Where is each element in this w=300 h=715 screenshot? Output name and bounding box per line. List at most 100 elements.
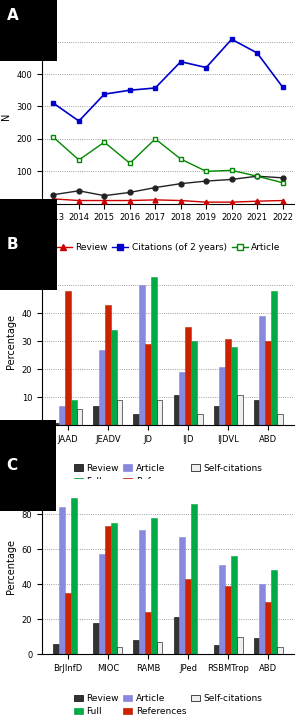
- Text: C: C: [7, 458, 18, 473]
- Bar: [59, 507, 65, 654]
- Bar: [271, 291, 277, 425]
- Bar: [145, 344, 151, 425]
- Bar: [185, 579, 191, 654]
- Citations (of 2 years): [179, 57, 182, 66]
- Bar: [225, 339, 231, 425]
- Bar: [173, 395, 179, 425]
- Line: Others: Others: [51, 174, 285, 198]
- Article: [128, 159, 132, 167]
- Others: [179, 179, 182, 188]
- Bar: [237, 636, 242, 654]
- Y-axis label: Percentage: Percentage: [6, 539, 16, 594]
- Others: [52, 190, 55, 199]
- Bar: [134, 414, 139, 425]
- Citations (of 2 years): [154, 84, 157, 92]
- Bar: [277, 414, 283, 425]
- Bar: [71, 400, 77, 425]
- Citations (of 2 years): [281, 83, 284, 92]
- Citations (of 2 years): [204, 63, 208, 72]
- Y-axis label: N: N: [1, 112, 11, 120]
- Others: [103, 192, 106, 200]
- Bar: [117, 400, 122, 425]
- Bar: [59, 406, 65, 425]
- Citations (of 2 years): [77, 117, 81, 125]
- Line: Article: Article: [51, 135, 285, 185]
- Y-axis label: Percentage: Percentage: [6, 314, 16, 369]
- Bar: [259, 316, 265, 425]
- Bar: [197, 414, 203, 425]
- Others: [128, 188, 132, 197]
- Bar: [145, 612, 151, 654]
- Bar: [94, 623, 99, 654]
- Citations (of 2 years): [255, 49, 259, 57]
- Citations (of 2 years): [52, 99, 55, 107]
- Review: [230, 198, 233, 207]
- Review: [281, 196, 284, 204]
- Bar: [117, 647, 122, 654]
- Article: [52, 133, 55, 142]
- Bar: [191, 341, 197, 425]
- Bar: [214, 646, 219, 654]
- Bar: [231, 347, 237, 425]
- Bar: [179, 373, 185, 425]
- Bar: [219, 565, 225, 654]
- Review: [52, 194, 55, 203]
- Bar: [134, 640, 139, 654]
- Bar: [259, 584, 265, 654]
- Bar: [99, 554, 105, 654]
- Bar: [237, 395, 242, 425]
- Bar: [53, 423, 59, 425]
- Review: [154, 196, 157, 204]
- Bar: [65, 593, 71, 654]
- Bar: [111, 523, 117, 654]
- Article: [179, 154, 182, 163]
- Legend: Review, Full, Article, References, Self-citations: Review, Full, Article, References, Self-…: [70, 690, 266, 715]
- Article: [230, 166, 233, 174]
- Others: [154, 183, 157, 192]
- Review: [204, 198, 208, 207]
- Bar: [157, 642, 163, 654]
- Article: [103, 138, 106, 147]
- Bar: [71, 498, 77, 654]
- Citations (of 2 years): [230, 35, 233, 44]
- Bar: [271, 570, 277, 654]
- Line: Review: Review: [51, 197, 285, 204]
- Article: [255, 172, 259, 180]
- Text: A: A: [7, 8, 19, 23]
- Review: [128, 196, 132, 204]
- Review: [103, 196, 106, 204]
- Bar: [185, 327, 191, 425]
- Bar: [53, 644, 59, 654]
- Legend: Review, Full, Article, References, Self-citations: Review, Full, Article, References, Self-…: [70, 460, 266, 490]
- Others: [204, 177, 208, 185]
- Bar: [231, 556, 237, 654]
- Bar: [225, 586, 231, 654]
- Bar: [77, 408, 82, 425]
- Bar: [65, 291, 71, 425]
- Others: [77, 187, 81, 195]
- Bar: [191, 503, 197, 654]
- Line: Citations (of 2 years): Citations (of 2 years): [51, 37, 285, 124]
- Bar: [265, 601, 271, 654]
- Bar: [139, 285, 145, 425]
- Review: [77, 196, 81, 204]
- Citations (of 2 years): [103, 90, 106, 99]
- Review: [255, 197, 259, 205]
- Article: [281, 179, 284, 187]
- Citations (of 2 years): [128, 86, 132, 94]
- Bar: [179, 537, 185, 654]
- Bar: [254, 400, 259, 425]
- Bar: [219, 367, 225, 425]
- Others: [281, 174, 284, 182]
- Article: [77, 156, 81, 164]
- Bar: [99, 350, 105, 425]
- Bar: [94, 406, 99, 425]
- Article: [204, 167, 208, 176]
- Others: [255, 172, 259, 180]
- Bar: [173, 618, 179, 654]
- Bar: [265, 341, 271, 425]
- Bar: [105, 526, 111, 654]
- Bar: [105, 305, 111, 425]
- Bar: [157, 400, 163, 425]
- Bar: [111, 330, 117, 425]
